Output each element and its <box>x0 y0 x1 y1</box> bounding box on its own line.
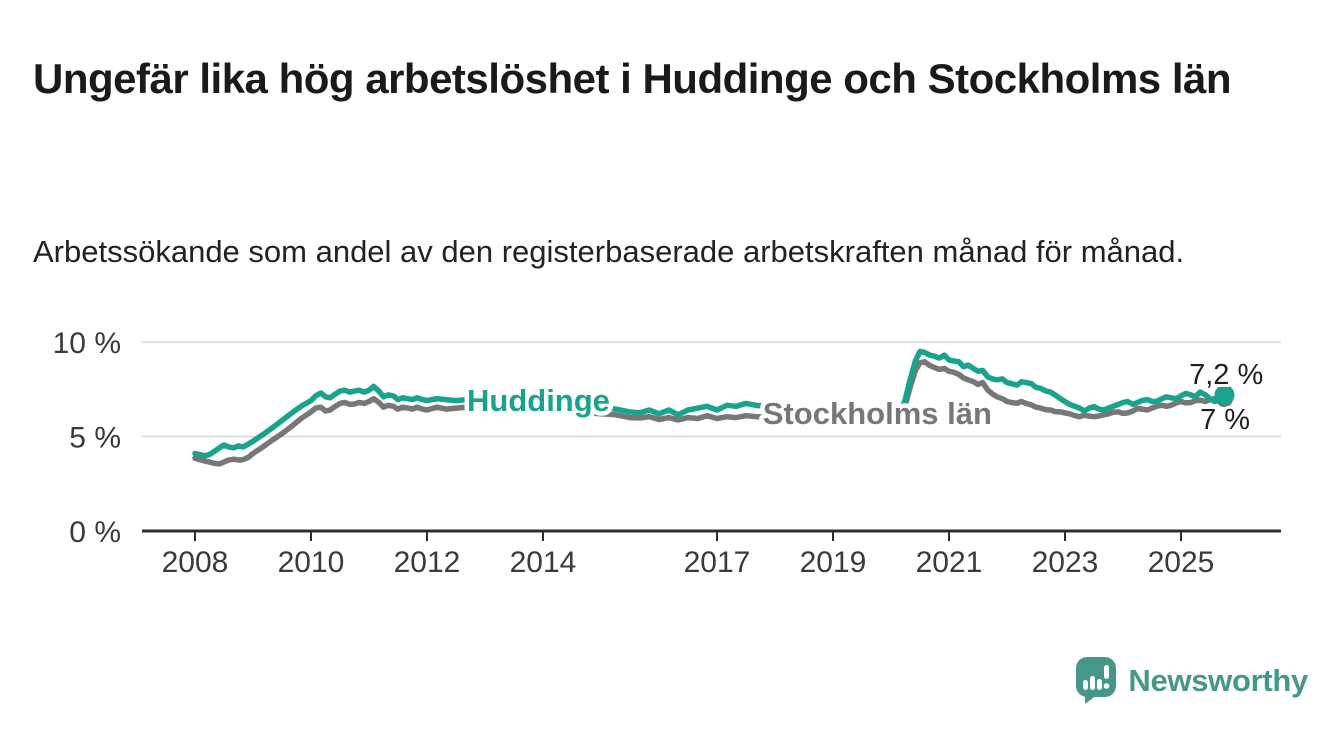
series-label-stockholms-l-n: Stockholms län <box>763 396 992 431</box>
x-axis-label-2014: 2014 <box>510 546 577 579</box>
series-end-dot-stockholms-l-n <box>1216 390 1233 408</box>
x-axis-label-2025: 2025 <box>1148 546 1215 579</box>
series-line-stockholms-l-n <box>192 359 1228 467</box>
chart-title: Ungefär lika hög arbetslöshet i Huddinge… <box>33 55 1232 103</box>
y-axis-label-10: 10 % <box>53 327 121 360</box>
y-axis-label-5: 5 % <box>69 422 121 455</box>
newsworthy-logo-text: Newsworthy <box>1128 662 1308 698</box>
series-label-huddinge: Huddinge <box>467 383 610 418</box>
x-axis-label-2019: 2019 <box>800 546 867 579</box>
x-axis-label-2010: 2010 <box>278 546 345 579</box>
x-axis-label-2012: 2012 <box>394 546 461 579</box>
value-label-stockholms-l-n: 7 % <box>1200 404 1250 436</box>
newsworthy-logo: Newsworthy <box>1075 657 1308 704</box>
x-axis-label-2008: 2008 <box>162 546 229 579</box>
series-end-dot-huddinge <box>1214 384 1235 405</box>
series-line-huddinge <box>192 348 1228 459</box>
x-axis-label-2021: 2021 <box>916 546 983 579</box>
value-label-huddinge: 7,2 % <box>1189 359 1263 391</box>
newsworthy-logo-icon <box>1076 657 1117 704</box>
chart-subtitle: Arbetssökande som andel av den registerb… <box>33 234 1185 269</box>
x-axis-label-2023: 2023 <box>1032 546 1099 579</box>
x-axis-label-2017: 2017 <box>684 546 751 579</box>
y-axis-label-0: 0 % <box>69 516 121 549</box>
